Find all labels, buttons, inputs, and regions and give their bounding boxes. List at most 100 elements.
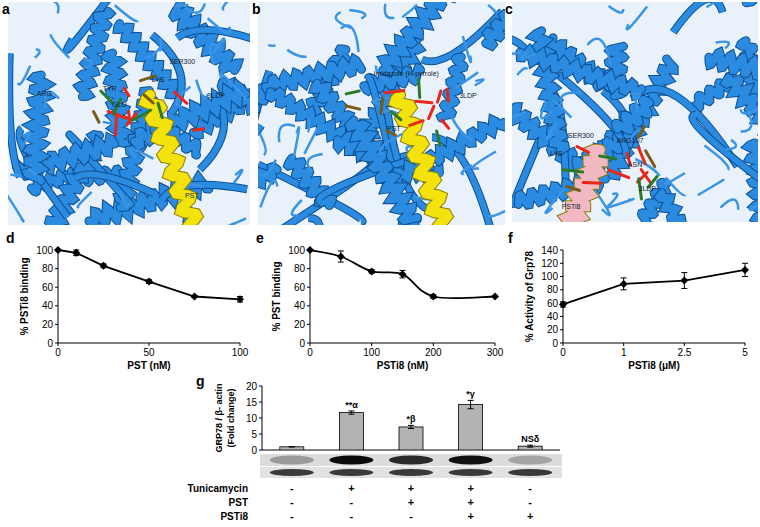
- y-axis: [310, 250, 311, 343]
- residue-stick: [437, 131, 440, 145]
- panel-letter: b: [252, 1, 261, 17]
- residue-label: 3LDP: [459, 92, 477, 99]
- protein-coil: [261, 160, 276, 177]
- y-tick: [307, 324, 310, 325]
- protein-coil: [561, 93, 582, 104]
- residue-label: Imidazole (H-pyrrole): [374, 70, 439, 78]
- peptide-helix: [562, 150, 602, 222]
- x-tick: [563, 343, 564, 346]
- x-tick-label: 2.5: [677, 347, 691, 358]
- data-point: [54, 246, 62, 254]
- protein-helix: [486, 2, 505, 46]
- error-cap: [289, 446, 295, 447]
- residue-label: ASN: [628, 161, 642, 168]
- bar: [459, 405, 483, 450]
- protein-helix: [288, 158, 333, 206]
- protein-coil: [103, 117, 114, 123]
- protein-coil: [130, 149, 153, 159]
- y-tick: [55, 324, 58, 325]
- protein-coil: [287, 50, 306, 57]
- error-cap: [408, 428, 414, 429]
- residue-label: 3LDP: [639, 185, 657, 192]
- x-tick: [149, 343, 150, 346]
- protein-coil: [223, 2, 238, 10]
- data-point: [680, 277, 688, 285]
- plot-marks: [306, 246, 499, 301]
- x-tick-label: 0: [307, 347, 313, 358]
- residue-label: PSTi8: [562, 203, 581, 210]
- blot-strip: [260, 467, 562, 478]
- residue-stick: [101, 91, 113, 103]
- protein-coil: [279, 124, 295, 142]
- y-tick-label: 20: [294, 319, 306, 330]
- protein-coil: [8, 193, 23, 221]
- protein-coil: [607, 199, 634, 208]
- residue-stick: [133, 111, 151, 121]
- peptide-helix-outline: [145, 95, 203, 225]
- condition-sign: -: [290, 482, 294, 494]
- x-tick-label: 300: [487, 347, 504, 358]
- condition-label: PSTi8: [220, 511, 248, 522]
- blot-band: [508, 469, 552, 476]
- y-tick: [560, 316, 563, 317]
- blot-band: [389, 469, 433, 476]
- condition-sign: +: [527, 510, 533, 522]
- x-tick: [433, 343, 434, 346]
- y-tick: [259, 434, 262, 435]
- protein-coil: [475, 79, 484, 85]
- error-cap: [621, 277, 627, 278]
- x-tick: [684, 343, 685, 346]
- y-tick-label: 100: [541, 271, 558, 282]
- x-tick-label: 0: [55, 347, 61, 358]
- bar: [280, 447, 304, 450]
- error-cap: [681, 272, 687, 273]
- y-tick: [560, 250, 563, 251]
- residue-stick: [609, 170, 629, 178]
- x-tick-label: 100: [232, 347, 249, 358]
- residue-stick: [381, 99, 383, 114]
- y-tick-label: 80: [42, 263, 54, 274]
- residue-label: SER300: [568, 132, 594, 139]
- y-axis-label: % PSTi8 binding: [19, 257, 30, 335]
- protein-coil: [196, 80, 208, 98]
- protein-coil: [517, 68, 527, 75]
- error-cap: [338, 262, 344, 263]
- protein-helix-outline: [743, 2, 758, 3]
- protein-helix-outline: [520, 50, 642, 95]
- protein-coil: [115, 5, 138, 21]
- x-tick: [310, 343, 311, 346]
- protein-coil: [78, 192, 92, 207]
- figure: SER300LYSTYRGLUARG3LDPPSTaImidazole (H-p…: [0, 0, 760, 527]
- residue-stick: [158, 103, 162, 118]
- y-tick-label: 10: [246, 413, 258, 424]
- residue-stick: [124, 88, 129, 95]
- protein-helix-outline: [533, 31, 566, 151]
- x-axis: [310, 343, 495, 344]
- western-blot: [260, 454, 562, 478]
- protein-coil: [463, 36, 471, 62]
- protein-coil: [666, 178, 686, 196]
- protein-helix: [743, 2, 758, 3]
- structure-background: [258, 2, 505, 225]
- protein-helix: [441, 57, 464, 118]
- condition-sign: +: [467, 510, 473, 522]
- protein-coil: [308, 154, 323, 172]
- error-cap: [338, 250, 344, 251]
- protein-coil: [706, 2, 716, 7]
- protein-coil: [627, 6, 647, 29]
- data-point: [72, 249, 80, 257]
- protein-helix-outline: [288, 158, 333, 206]
- y-tick-label: 40: [547, 311, 559, 322]
- y-tick: [307, 305, 310, 306]
- protein-coil: [341, 25, 359, 52]
- error-cap: [681, 288, 687, 289]
- residue-label: ARG: [37, 90, 52, 97]
- residue-label: PST: [387, 125, 401, 132]
- x-tick: [240, 343, 241, 346]
- y-tick-label: 100: [36, 245, 53, 256]
- y-tick-label: 80: [294, 263, 306, 274]
- condition-sign: -: [409, 510, 413, 522]
- protein-coil: [269, 44, 276, 45]
- y-axis: [563, 250, 564, 343]
- y-tick-label: 15: [246, 397, 258, 408]
